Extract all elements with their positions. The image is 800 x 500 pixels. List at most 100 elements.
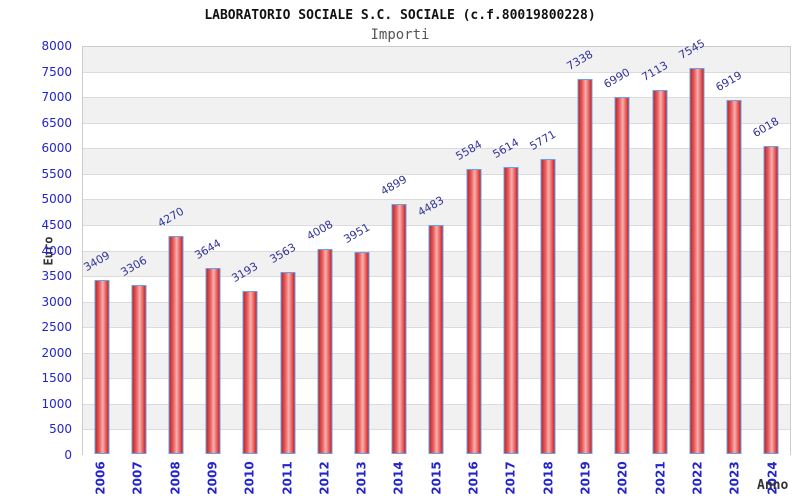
bar-value-label: 3409	[81, 248, 112, 274]
x-tick-label: 2022	[690, 461, 705, 495]
plot-band	[83, 149, 790, 175]
bar-slot: 5614	[490, 47, 529, 454]
bar	[205, 268, 221, 454]
bar-slot: 7545	[676, 37, 715, 454]
plot-band	[83, 123, 790, 150]
x-tick: 2010	[231, 459, 268, 497]
bar-slot: 5771	[527, 47, 566, 454]
bar-slot: 3951	[341, 47, 380, 454]
bar-slot: 3563	[267, 47, 306, 454]
y-tick-label: 6000	[41, 141, 72, 156]
y-tick-label: 2000	[41, 345, 72, 360]
bar-slot: 6919	[713, 47, 752, 454]
bar-value-label: 3306	[118, 253, 150, 279]
plot-band	[83, 72, 790, 99]
bar-slot: 6990	[601, 47, 641, 454]
bar-slot: 4899	[378, 47, 418, 454]
bar	[317, 249, 333, 454]
x-tick-label: 2007	[130, 461, 145, 495]
x-tick-label: 2019	[578, 461, 593, 495]
y-tick-label: 500	[49, 422, 72, 437]
x-tick-label: 2014	[392, 461, 407, 495]
bar-slot: 5584	[453, 47, 492, 454]
x-tick-label: 2013	[354, 461, 369, 495]
x-tick: 2012	[306, 459, 343, 497]
bar-value-label: 4270	[155, 204, 187, 230]
y-tick-label: 2500	[41, 320, 72, 335]
x-tick-label: 2009	[205, 461, 220, 495]
bar	[652, 90, 668, 454]
bar	[577, 79, 593, 454]
x-tick-label: 2017	[504, 461, 519, 495]
plot-band	[83, 47, 790, 73]
x-tick-label: 2008	[168, 461, 183, 495]
x-tick: 2013	[343, 459, 380, 497]
bar-value-label: 4008	[304, 217, 336, 243]
x-tick: 2015	[418, 459, 455, 497]
bar-slot: 4008	[304, 47, 343, 454]
bar-value-label: 7338	[564, 47, 596, 73]
bar	[503, 167, 519, 454]
y-tick-label: 6500	[41, 115, 72, 130]
bar-slot: 4483	[415, 47, 455, 454]
x-tick: 2017	[492, 459, 529, 497]
y-tick-label: 7500	[41, 64, 72, 79]
bar-value-label: 7113	[639, 58, 670, 84]
x-tick: 2022	[679, 459, 716, 497]
bar-slot: 6018	[751, 47, 790, 454]
x-tick: 2009	[194, 459, 231, 497]
x-tick: 2019	[567, 459, 604, 497]
y-tick-label: 1000	[41, 396, 72, 411]
x-tick-label: 2016	[466, 461, 481, 495]
bar-value-label: 3193	[229, 259, 261, 285]
bar-value-label: 6919	[713, 68, 745, 94]
bar	[689, 68, 705, 454]
bar-slot: 4270	[155, 47, 194, 454]
bars-row: 3409 3306 4270 3644 3193 3563 4008 3951 4899 4483…	[81, 37, 790, 454]
x-tick-label: 2021	[653, 461, 668, 495]
x-tick-label: 2018	[541, 461, 556, 495]
bar	[131, 285, 147, 454]
bar	[428, 225, 444, 454]
x-tick: 2020	[604, 459, 641, 497]
y-tick-label: 5500	[41, 166, 72, 181]
bar-value-label: 5614	[490, 135, 522, 161]
x-tick: 2006	[82, 459, 119, 497]
x-axis-title: Anno	[757, 478, 789, 493]
bar	[540, 159, 556, 454]
y-tick-label: 8000	[41, 39, 72, 53]
y-tick-label: 7000	[41, 90, 72, 105]
bar	[280, 272, 296, 454]
bar	[726, 100, 742, 454]
y-tick-label: 3500	[41, 269, 72, 284]
bar-value-label: 6990	[601, 65, 633, 91]
y-tick-label: 5000	[41, 192, 72, 207]
bar-value-label: 4483	[415, 193, 447, 219]
y-axis-ticks: 0 500 1000 1500 2000 2500 3000 3500 4000 4500 5000…	[0, 39, 75, 462]
bar-value-label: 5771	[527, 127, 559, 153]
bar-value-label: 5584	[453, 137, 484, 163]
bar	[614, 97, 630, 454]
x-tick-label: 2012	[317, 461, 332, 495]
bar-value-label: 3951	[341, 220, 373, 246]
bar-value-label: 3563	[267, 240, 298, 266]
bar-slot: 3306	[118, 47, 157, 454]
bar	[763, 146, 779, 454]
x-tick: 2008	[157, 459, 194, 497]
bar-slot: 3644	[193, 47, 232, 454]
x-tick: 2007	[119, 459, 156, 497]
x-tick-label: 2006	[93, 461, 108, 495]
y-tick-label: 4500	[41, 217, 72, 232]
x-tick-label: 2015	[429, 461, 444, 495]
x-tick: 2014	[381, 459, 418, 497]
bar	[391, 204, 407, 454]
x-tick: 2018	[530, 459, 567, 497]
x-tick-label: 2011	[280, 461, 295, 495]
y-tick-label: 4000	[41, 243, 72, 258]
bar-value-label: 4899	[378, 172, 410, 198]
y-tick-label: 1500	[41, 371, 72, 386]
x-tick: 2016	[455, 459, 492, 497]
x-axis-ticks: 2006 2007 2008 2009 2010 2011 2012 2013 2014 2015…	[82, 459, 791, 497]
bar	[168, 236, 184, 454]
